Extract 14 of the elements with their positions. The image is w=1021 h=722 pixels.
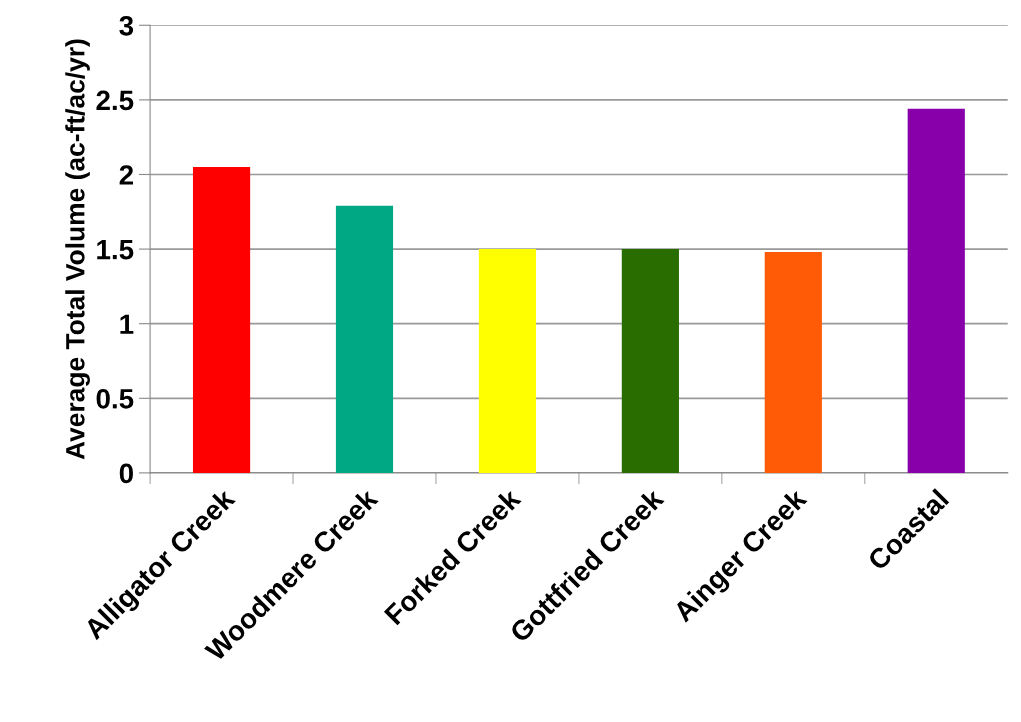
y-tick-label: 0 <box>119 463 133 484</box>
bar <box>192 167 251 473</box>
bar <box>335 205 394 473</box>
y-axis-title: Average Total Volume (ac-ft/ac/yr) <box>65 39 90 460</box>
y-tick-label: 3 <box>119 15 134 36</box>
y-tick-label: 2.5 <box>96 90 134 111</box>
y-tick-label: 2 <box>119 165 133 185</box>
bar <box>478 249 537 473</box>
y-tick-label: 1.5 <box>97 240 134 260</box>
y-tick-label: 0.5 <box>96 388 134 409</box>
bar <box>907 108 965 473</box>
bar <box>764 252 822 473</box>
y-tick-label: 1 <box>120 314 134 334</box>
bar <box>621 249 679 473</box>
